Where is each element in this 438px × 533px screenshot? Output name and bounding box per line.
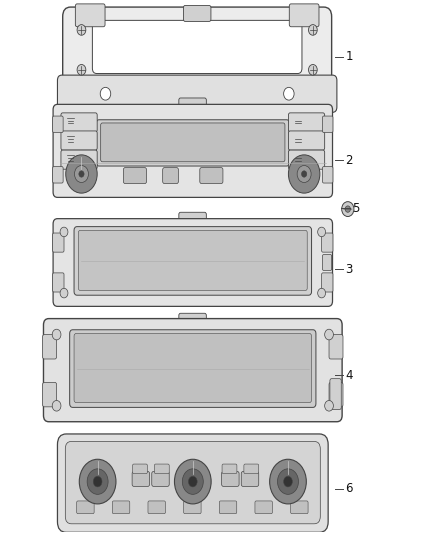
Circle shape bbox=[284, 87, 294, 100]
Circle shape bbox=[270, 459, 306, 504]
FancyBboxPatch shape bbox=[222, 472, 239, 487]
FancyBboxPatch shape bbox=[288, 131, 325, 150]
Circle shape bbox=[100, 87, 111, 100]
FancyBboxPatch shape bbox=[53, 233, 64, 252]
FancyBboxPatch shape bbox=[179, 212, 206, 226]
FancyBboxPatch shape bbox=[57, 75, 337, 112]
FancyBboxPatch shape bbox=[53, 273, 64, 292]
Text: 1: 1 bbox=[346, 50, 353, 63]
Circle shape bbox=[308, 64, 317, 75]
FancyBboxPatch shape bbox=[322, 255, 332, 270]
FancyBboxPatch shape bbox=[184, 501, 201, 514]
FancyBboxPatch shape bbox=[321, 273, 333, 292]
Circle shape bbox=[60, 227, 68, 237]
FancyBboxPatch shape bbox=[74, 227, 311, 295]
Circle shape bbox=[288, 155, 320, 193]
Circle shape bbox=[77, 64, 86, 75]
FancyBboxPatch shape bbox=[154, 464, 169, 474]
Circle shape bbox=[79, 459, 116, 504]
FancyBboxPatch shape bbox=[152, 472, 169, 487]
FancyBboxPatch shape bbox=[288, 113, 325, 132]
FancyBboxPatch shape bbox=[75, 4, 105, 27]
FancyBboxPatch shape bbox=[61, 113, 97, 132]
Circle shape bbox=[284, 477, 292, 487]
Circle shape bbox=[52, 329, 61, 340]
Circle shape bbox=[318, 227, 325, 237]
Circle shape bbox=[77, 25, 86, 35]
Circle shape bbox=[188, 477, 197, 487]
FancyBboxPatch shape bbox=[289, 4, 319, 27]
Circle shape bbox=[325, 400, 333, 411]
FancyBboxPatch shape bbox=[329, 335, 343, 359]
FancyBboxPatch shape bbox=[53, 116, 63, 133]
FancyBboxPatch shape bbox=[74, 334, 311, 402]
Circle shape bbox=[74, 165, 88, 182]
FancyBboxPatch shape bbox=[329, 382, 343, 407]
FancyBboxPatch shape bbox=[70, 330, 316, 407]
FancyBboxPatch shape bbox=[57, 434, 328, 532]
Circle shape bbox=[182, 469, 203, 494]
Circle shape bbox=[297, 165, 311, 182]
Circle shape bbox=[174, 459, 211, 504]
Circle shape bbox=[278, 469, 298, 494]
FancyBboxPatch shape bbox=[133, 464, 148, 474]
FancyBboxPatch shape bbox=[132, 472, 150, 487]
Circle shape bbox=[318, 288, 325, 298]
Text: 4: 4 bbox=[346, 369, 353, 382]
Text: 5: 5 bbox=[352, 201, 360, 214]
FancyBboxPatch shape bbox=[179, 98, 206, 112]
FancyBboxPatch shape bbox=[162, 167, 178, 183]
FancyBboxPatch shape bbox=[288, 150, 325, 169]
FancyBboxPatch shape bbox=[61, 150, 97, 169]
FancyBboxPatch shape bbox=[244, 464, 259, 474]
Text: 3: 3 bbox=[346, 263, 353, 276]
Circle shape bbox=[325, 329, 333, 340]
FancyBboxPatch shape bbox=[43, 319, 342, 422]
Circle shape bbox=[301, 171, 307, 177]
FancyBboxPatch shape bbox=[124, 167, 147, 183]
FancyBboxPatch shape bbox=[184, 5, 211, 21]
Circle shape bbox=[66, 155, 97, 193]
Circle shape bbox=[345, 206, 350, 212]
Circle shape bbox=[79, 171, 84, 177]
FancyBboxPatch shape bbox=[179, 313, 206, 327]
FancyBboxPatch shape bbox=[42, 382, 57, 407]
FancyBboxPatch shape bbox=[77, 501, 94, 514]
Circle shape bbox=[342, 201, 354, 216]
FancyBboxPatch shape bbox=[322, 166, 333, 183]
FancyBboxPatch shape bbox=[78, 230, 307, 290]
FancyBboxPatch shape bbox=[61, 131, 97, 150]
FancyBboxPatch shape bbox=[42, 335, 57, 359]
Circle shape bbox=[93, 477, 102, 487]
Circle shape bbox=[87, 469, 108, 494]
FancyBboxPatch shape bbox=[101, 123, 285, 162]
FancyBboxPatch shape bbox=[330, 378, 341, 409]
FancyBboxPatch shape bbox=[222, 464, 237, 474]
Circle shape bbox=[52, 400, 61, 411]
Text: 6: 6 bbox=[346, 482, 353, 495]
Circle shape bbox=[60, 288, 68, 298]
FancyBboxPatch shape bbox=[53, 104, 332, 197]
FancyBboxPatch shape bbox=[241, 472, 259, 487]
FancyBboxPatch shape bbox=[255, 501, 272, 514]
Circle shape bbox=[308, 25, 317, 35]
FancyBboxPatch shape bbox=[53, 219, 332, 306]
FancyBboxPatch shape bbox=[322, 116, 333, 133]
Text: 2: 2 bbox=[346, 154, 353, 167]
FancyBboxPatch shape bbox=[290, 501, 308, 514]
FancyBboxPatch shape bbox=[96, 120, 289, 166]
FancyBboxPatch shape bbox=[92, 20, 302, 74]
FancyBboxPatch shape bbox=[53, 166, 63, 183]
FancyBboxPatch shape bbox=[63, 7, 332, 93]
FancyBboxPatch shape bbox=[321, 233, 333, 252]
FancyBboxPatch shape bbox=[65, 441, 320, 524]
FancyBboxPatch shape bbox=[112, 501, 130, 514]
FancyBboxPatch shape bbox=[200, 167, 223, 183]
FancyBboxPatch shape bbox=[219, 501, 237, 514]
FancyBboxPatch shape bbox=[148, 501, 166, 514]
